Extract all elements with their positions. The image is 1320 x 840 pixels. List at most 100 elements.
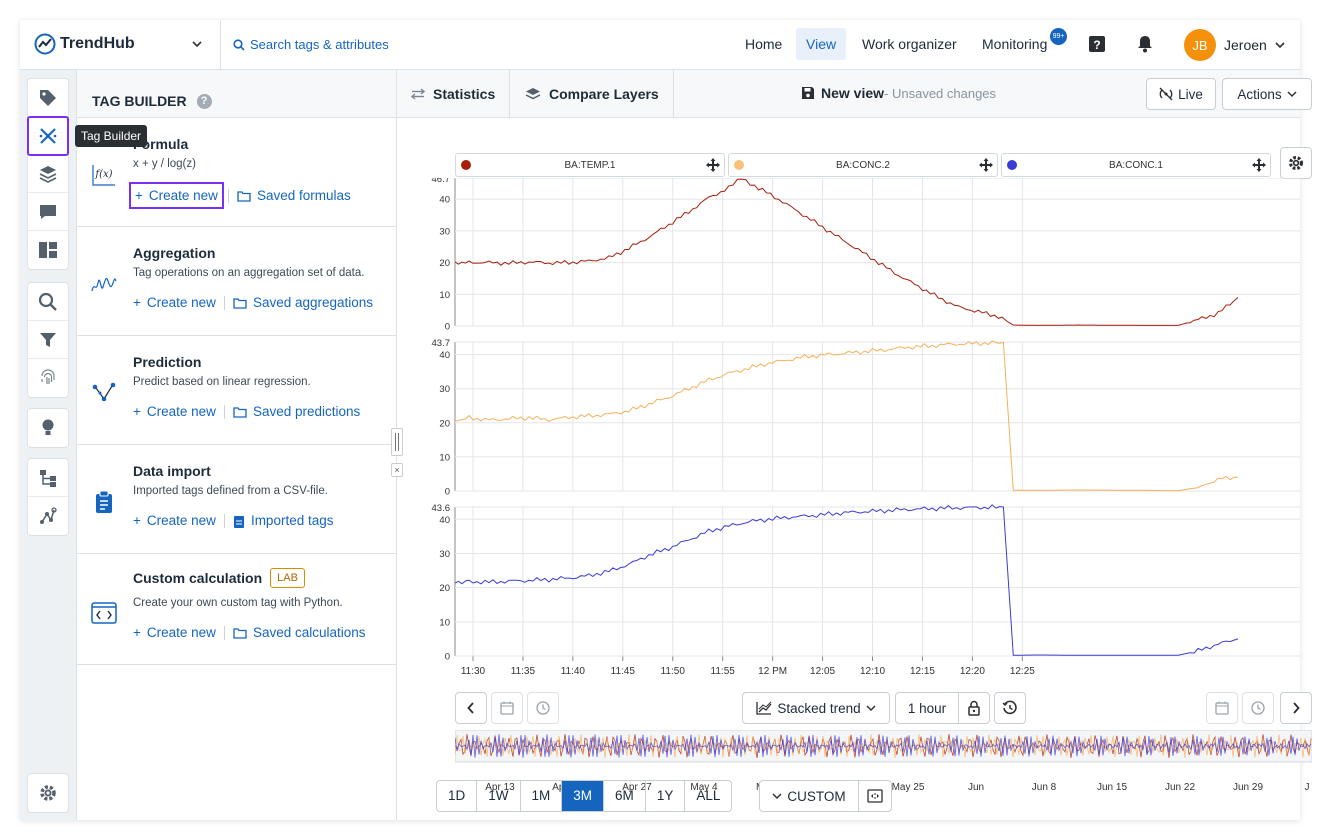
y-tick-label: 10 — [439, 290, 450, 301]
saved-predictions-link[interactable]: Saved predictions — [233, 404, 360, 419]
start-time-clock-icon[interactable] — [527, 692, 559, 724]
tab-label: Statistics — [433, 85, 496, 102]
create-import-button[interactable]: + Create new — [133, 513, 216, 528]
save-icon[interactable] — [801, 86, 815, 100]
lightbulb-icon[interactable] — [28, 409, 68, 447]
link-divider — [223, 295, 225, 310]
hierarchy-icon[interactable] — [28, 459, 68, 497]
section-title: Aggregation — [133, 245, 216, 261]
search-icon[interactable] — [28, 283, 68, 321]
x-tick-label: 11:30 — [461, 666, 486, 677]
app-switcher-chevron-icon[interactable] — [192, 40, 202, 48]
period-3m[interactable]: 3M — [562, 781, 605, 811]
close-panel-icon[interactable]: × — [391, 463, 403, 477]
tag-builder-panel: TAG BUILDER ? f(x) Formula x + y / log(z… — [77, 70, 397, 820]
end-date-calendar-icon[interactable] — [1206, 692, 1238, 724]
lock-icon[interactable] — [958, 692, 990, 724]
tab-compare-layers[interactable]: Compare Layers — [511, 70, 674, 117]
chart-type-label: Stacked trend — [777, 700, 861, 716]
app-logo[interactable]: TrendHub — [34, 33, 135, 55]
tag-builder-icon[interactable] — [27, 116, 69, 156]
nav-home[interactable]: Home — [745, 36, 783, 52]
move-arrows-icon[interactable] — [1252, 158, 1266, 172]
start-date-calendar-icon[interactable] — [491, 692, 523, 724]
y-tick-label: 40 — [439, 515, 450, 526]
tab-statistics[interactable]: Statistics — [397, 70, 511, 117]
legend-chip-temp1[interactable]: BA:TEMP.1 — [455, 153, 725, 177]
user-name: Jeroen — [1224, 37, 1267, 53]
view-status: - Unsaved changes — [884, 85, 997, 101]
period-1d[interactable]: 1D — [437, 781, 478, 811]
dashboard-icon[interactable] — [28, 231, 68, 269]
fingerprint-icon[interactable] — [28, 359, 68, 397]
aggregation-icon — [91, 271, 117, 297]
series-color-dot — [1007, 160, 1017, 170]
period-6m[interactable]: 6M — [604, 781, 646, 811]
move-arrows-icon[interactable] — [979, 158, 993, 172]
formula-icon: f(x) — [91, 162, 117, 188]
y-tick-label: 10 — [439, 617, 450, 628]
filter-icon[interactable] — [28, 321, 68, 359]
layers-icon[interactable] — [28, 155, 68, 193]
comment-icon[interactable] — [28, 193, 68, 231]
nav-work-organizer[interactable]: Work organizer — [862, 36, 957, 52]
history-icon[interactable] — [994, 692, 1026, 724]
navigator-date-label: Jun 15 — [1097, 782, 1127, 793]
nav-monitoring[interactable]: Monitoring — [982, 36, 1048, 52]
folder-icon — [237, 190, 251, 202]
imported-tags-link[interactable]: Imported tags — [233, 513, 333, 528]
chart-type-dropdown[interactable]: Stacked trend — [742, 692, 890, 724]
move-arrows-icon[interactable] — [706, 158, 720, 172]
legend-chip-conc1[interactable]: BA:CONC.1 — [1001, 153, 1271, 177]
panel-header: TAG BUILDER ? — [77, 70, 396, 118]
chevron-right-icon — [1293, 702, 1300, 714]
period-1m[interactable]: 1M — [521, 781, 563, 811]
create-prediction-button[interactable]: + Create new — [133, 404, 216, 419]
live-button[interactable]: Live — [1146, 78, 1216, 110]
stacked-trend-chart[interactable]: 11:30 11:35 11:40 11:45 11:50 11:55 12 PM 12:05… — [397, 178, 1300, 690]
saved-formulas-link[interactable]: Saved formulas — [237, 188, 351, 203]
custom-range-button[interactable]: CUSTOM — [759, 780, 859, 812]
x-tick-label: 12:20 — [960, 666, 985, 677]
plus-icon: + — [135, 188, 143, 203]
fit-range-icon[interactable] — [858, 780, 892, 812]
next-period-button[interactable] — [1280, 692, 1312, 724]
notifications-bell-icon[interactable] — [1133, 32, 1157, 56]
previous-period-button[interactable] — [455, 692, 487, 724]
period-1y[interactable]: 1Y — [646, 781, 686, 811]
graph-icon[interactable] — [28, 497, 68, 535]
actions-button[interactable]: Actions — [1222, 78, 1312, 110]
panel-resize-handle[interactable] — [391, 428, 403, 456]
legend-chip-conc2[interactable]: BA:CONC.2 — [728, 153, 998, 177]
interval-button[interactable]: 1 hour — [895, 692, 959, 724]
create-calculation-button[interactable]: + Create new — [133, 625, 216, 640]
help-icon[interactable]: ? — [1085, 32, 1109, 56]
nav-view[interactable]: View — [796, 28, 847, 60]
period-all[interactable]: ALL — [696, 788, 721, 803]
search-tags-link[interactable]: Search tags & attributes — [233, 37, 389, 52]
view-title: New view — [821, 85, 885, 101]
prediction-icon — [91, 380, 117, 406]
x-tick-label: 11:55 — [711, 666, 736, 677]
period-1w[interactable]: 1W — [477, 781, 521, 811]
x-tick-label: 12:25 — [1010, 666, 1035, 677]
rail-group-main — [27, 78, 69, 270]
user-menu[interactable]: Jeroen — [1224, 37, 1285, 53]
gear-icon[interactable] — [28, 774, 68, 812]
saved-aggregations-link[interactable]: Saved aggregations — [233, 295, 373, 310]
saved-label: Saved aggregations — [252, 295, 374, 310]
help-circle-icon[interactable]: ? — [196, 93, 212, 109]
tag-icon[interactable] — [28, 79, 68, 117]
section-links: + Create new Saved aggregations — [133, 295, 373, 310]
create-formula-button[interactable]: + Create new — [129, 182, 224, 209]
end-time-clock-icon[interactable] — [1242, 692, 1274, 724]
saved-calculations-link[interactable]: Saved calculations — [233, 625, 366, 640]
create-aggregation-button[interactable]: + Create new — [133, 295, 216, 310]
notification-badge: 99+ — [1050, 28, 1067, 45]
section-aggregation: Aggregation Tag operations on an aggrega… — [77, 227, 396, 336]
section-links: + Create new Imported tags — [133, 513, 333, 528]
user-avatar[interactable]: JB — [1184, 29, 1216, 61]
chart-settings-gear-icon[interactable] — [1280, 147, 1312, 179]
x-tick-label: 11:45 — [611, 666, 636, 677]
